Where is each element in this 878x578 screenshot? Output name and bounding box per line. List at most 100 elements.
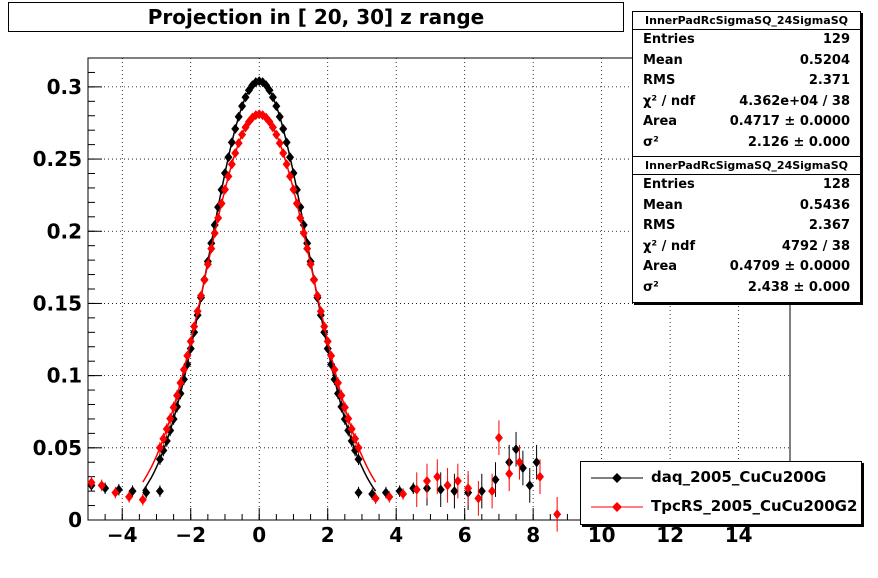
- data-point-0: [354, 487, 363, 498]
- stats-box-1: InnerPadRcSigmaSQ_24SigmaSQ Entries 129 Me…: [632, 11, 861, 158]
- data-point-0: [279, 123, 288, 134]
- stats-value: 2.371: [808, 73, 850, 88]
- data-point-0: [354, 454, 363, 465]
- stats-value: 4.362e+04 / 38: [739, 93, 850, 109]
- stats-label: Area: [643, 114, 678, 129]
- stats-value: 0.5436: [799, 197, 850, 213]
- y-tick-label: 0.2: [47, 219, 82, 243]
- data-point-1: [306, 259, 315, 270]
- data-point-1: [220, 184, 229, 195]
- stats-label: σ²: [643, 134, 659, 150]
- data-point-0: [275, 111, 284, 122]
- data-point-1: [272, 129, 281, 140]
- data-point-1: [286, 171, 295, 182]
- x-tick-label: 8: [526, 523, 540, 547]
- data-point-1: [494, 432, 503, 443]
- stats-box-title: InnerPadRcSigmaSQ_24SigmaSQ: [633, 12, 860, 30]
- chart-title: Projection in [ 20, 30] z range: [8, 2, 624, 32]
- data-point-1: [111, 487, 120, 498]
- stats-value: 129: [822, 32, 850, 47]
- data-point-1: [87, 477, 96, 488]
- data-point-1: [193, 306, 202, 317]
- stats-label: Mean: [643, 197, 683, 213]
- data-point-1: [138, 494, 147, 505]
- data-point-1: [207, 243, 216, 254]
- data-point-1: [238, 129, 247, 140]
- data-point-1: [337, 390, 346, 401]
- stats-row: Entries 128: [633, 175, 860, 196]
- stats-row: σ² 2.438 ± 0.000: [633, 278, 860, 299]
- data-point-1: [474, 493, 483, 504]
- data-point-1: [176, 377, 185, 388]
- data-point-0: [525, 480, 534, 491]
- data-point-1: [371, 493, 380, 504]
- stats-label: Entries: [643, 32, 695, 47]
- data-point-1: [299, 228, 308, 239]
- data-point-0: [224, 152, 233, 163]
- stats-label: χ² / ndf: [643, 238, 696, 254]
- x-tick-label: 6: [458, 523, 472, 547]
- data-point-1: [296, 213, 305, 224]
- legend-markers: [591, 473, 643, 512]
- data-point-1: [173, 390, 182, 401]
- data-point-1: [186, 336, 195, 347]
- data-point-1: [323, 336, 332, 347]
- x-tick-label: 2: [321, 523, 335, 547]
- data-point-0: [251, 77, 260, 88]
- legend-marker-daq: [612, 473, 622, 483]
- data-point-1: [231, 148, 240, 159]
- data-point-1: [97, 480, 106, 491]
- data-point-0: [142, 487, 151, 498]
- data-point-1: [155, 442, 164, 453]
- stats-row: Entries 129: [633, 30, 860, 51]
- data-point-1: [169, 402, 178, 413]
- stats-label: σ²: [643, 279, 659, 295]
- data-point-1: [553, 509, 562, 520]
- data-point-0: [268, 92, 277, 103]
- y-tick-label: 0.15: [33, 291, 82, 315]
- stats-value: 0.4709 ± 0.0000: [729, 259, 850, 274]
- x-tick-label: 4: [389, 523, 403, 547]
- data-point-1: [344, 413, 353, 424]
- data-point-1: [227, 159, 236, 170]
- stats-value: 2.438 ± 0.000: [747, 279, 850, 295]
- data-point-0: [518, 463, 527, 474]
- y-tick-label: 0.3: [47, 75, 82, 99]
- x-tick-label: 14: [725, 523, 753, 547]
- data-point-1: [159, 433, 168, 444]
- legend-label-tpcrs: TpcRS_2005_CuCu200G2: [651, 497, 858, 515]
- data-point-1: [505, 468, 514, 479]
- legend-marker-tpcrs: [612, 502, 622, 512]
- data-point-1: [351, 433, 360, 444]
- stats-value: 2.126 ± 0.000: [747, 134, 850, 150]
- data-point-1: [210, 228, 219, 239]
- data-point-1: [125, 491, 134, 502]
- x-tick-label: 12: [656, 523, 684, 547]
- data-point-1: [179, 364, 188, 375]
- data-point-0: [512, 444, 521, 455]
- x-tick-label: −2: [175, 523, 206, 547]
- data-point-0: [532, 457, 541, 468]
- stats-value: 128: [822, 177, 850, 192]
- stats-row: σ² 2.126 ± 0.000: [633, 133, 860, 154]
- data-point-0: [491, 474, 500, 485]
- y-tick-label: 0: [68, 508, 82, 532]
- data-point-1: [310, 275, 319, 286]
- data-point-0: [238, 101, 247, 112]
- stats-row: Area 0.4709 ± 0.0000: [633, 257, 860, 278]
- stats-row: Mean 0.5436: [633, 196, 860, 217]
- data-point-1: [251, 110, 260, 121]
- data-point-1: [385, 491, 394, 502]
- data-point-1: [268, 122, 277, 133]
- stats-box-2: InnerPadRcSigmaSQ_24SigmaSQ Entries 128 Me…: [632, 156, 861, 303]
- data-point-0: [272, 101, 281, 112]
- data-point-1: [292, 198, 301, 209]
- data-point-0: [227, 137, 236, 148]
- data-point-0: [234, 111, 243, 122]
- data-point-0: [241, 92, 250, 103]
- legend-label-daq: daq_2005_CuCu200G: [651, 468, 827, 486]
- data-point-1: [217, 198, 226, 209]
- stats-label: Area: [643, 259, 678, 274]
- legend: daq_2005_CuCu200G TpcRS_2005_CuCu200G2: [580, 461, 862, 525]
- data-point-0: [282, 137, 291, 148]
